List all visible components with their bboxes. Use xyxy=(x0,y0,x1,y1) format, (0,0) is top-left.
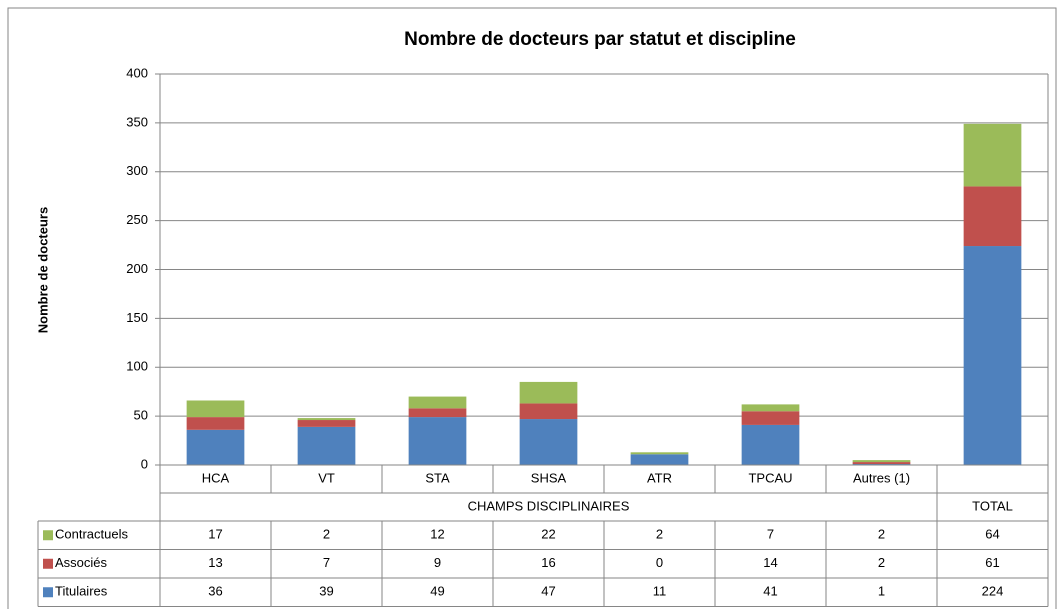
group-label: CHAMPS DISCIPLINAIRES xyxy=(468,498,630,513)
bar-segment xyxy=(963,123,1022,187)
x-tick-label: TPCAU xyxy=(748,470,792,485)
legend-label: Contractuels xyxy=(55,527,128,542)
bar-segment xyxy=(741,411,800,425)
y-tick-label: 150 xyxy=(126,310,148,325)
table-value: 16 xyxy=(541,555,555,570)
bar-segment xyxy=(519,403,578,420)
table-value: 224 xyxy=(982,584,1004,599)
bar-segment xyxy=(297,426,356,465)
table-value: 7 xyxy=(767,527,774,542)
bar-segment xyxy=(852,462,911,465)
table-value: 1 xyxy=(878,584,885,599)
legend-label: Titulaires xyxy=(55,584,108,599)
table-value: 2 xyxy=(656,527,663,542)
table-value: 36 xyxy=(208,584,222,599)
table-value: 0 xyxy=(656,555,663,570)
x-tick-label: HCA xyxy=(202,470,230,485)
table-value: 61 xyxy=(985,555,999,570)
y-tick-label: 300 xyxy=(126,163,148,178)
table-value: 2 xyxy=(878,555,885,570)
legend-swatch xyxy=(43,587,53,598)
bar-segment xyxy=(186,417,245,430)
bar-segment xyxy=(408,417,467,465)
bar-segment xyxy=(519,381,578,404)
chart-title: Nombre de docteurs par statut et discipl… xyxy=(404,29,796,50)
bar-segment xyxy=(519,419,578,465)
bar-segment xyxy=(963,186,1022,247)
bar-segment xyxy=(186,400,245,418)
bar-segment xyxy=(741,404,800,412)
x-tick-label: SHSA xyxy=(531,470,567,485)
y-tick-label: 250 xyxy=(126,212,148,227)
table-value: 2 xyxy=(323,527,330,542)
table-value: 9 xyxy=(434,555,441,570)
legend-swatch xyxy=(43,558,53,569)
table-value: 64 xyxy=(985,527,999,542)
y-axis-label: Nombre de docteurs xyxy=(35,207,50,333)
y-tick-label: 400 xyxy=(126,65,148,80)
x-tick-label: Autres (1) xyxy=(853,470,910,485)
table-value: 49 xyxy=(430,584,444,599)
table-value: 2 xyxy=(878,527,885,542)
bar-segment xyxy=(963,246,1022,465)
bar-segment xyxy=(741,424,800,465)
legend-label: Associés xyxy=(55,555,108,570)
table-value: 47 xyxy=(541,584,555,599)
y-tick-label: 350 xyxy=(126,114,148,129)
y-tick-label: 50 xyxy=(134,408,148,423)
table-value: 39 xyxy=(319,584,333,599)
bar-segment xyxy=(297,420,356,427)
bar-segment xyxy=(297,418,356,421)
table-value: 22 xyxy=(541,527,555,542)
group-label: TOTAL xyxy=(972,498,1013,513)
table-value: 14 xyxy=(763,555,777,570)
y-tick-label: 0 xyxy=(141,456,148,471)
y-tick-label: 100 xyxy=(126,359,148,374)
table-value: 7 xyxy=(323,555,330,570)
table-value: 11 xyxy=(653,584,667,599)
table-value: 12 xyxy=(430,527,444,542)
bar-segment xyxy=(852,460,911,463)
table-value: 41 xyxy=(763,584,777,599)
y-tick-label: 200 xyxy=(126,261,148,276)
x-tick-label: ATR xyxy=(647,470,672,485)
legend-swatch xyxy=(43,530,53,541)
bar-segment xyxy=(186,429,245,465)
x-tick-label: VT xyxy=(318,470,335,485)
bar-segment xyxy=(630,452,689,455)
bar-segment xyxy=(408,408,467,418)
x-tick-label: STA xyxy=(425,470,450,485)
bar-segment xyxy=(630,454,689,465)
table-value: 17 xyxy=(208,527,222,542)
bar-segment xyxy=(408,396,467,409)
chart-border xyxy=(7,7,1057,609)
table-value: 13 xyxy=(208,555,222,570)
